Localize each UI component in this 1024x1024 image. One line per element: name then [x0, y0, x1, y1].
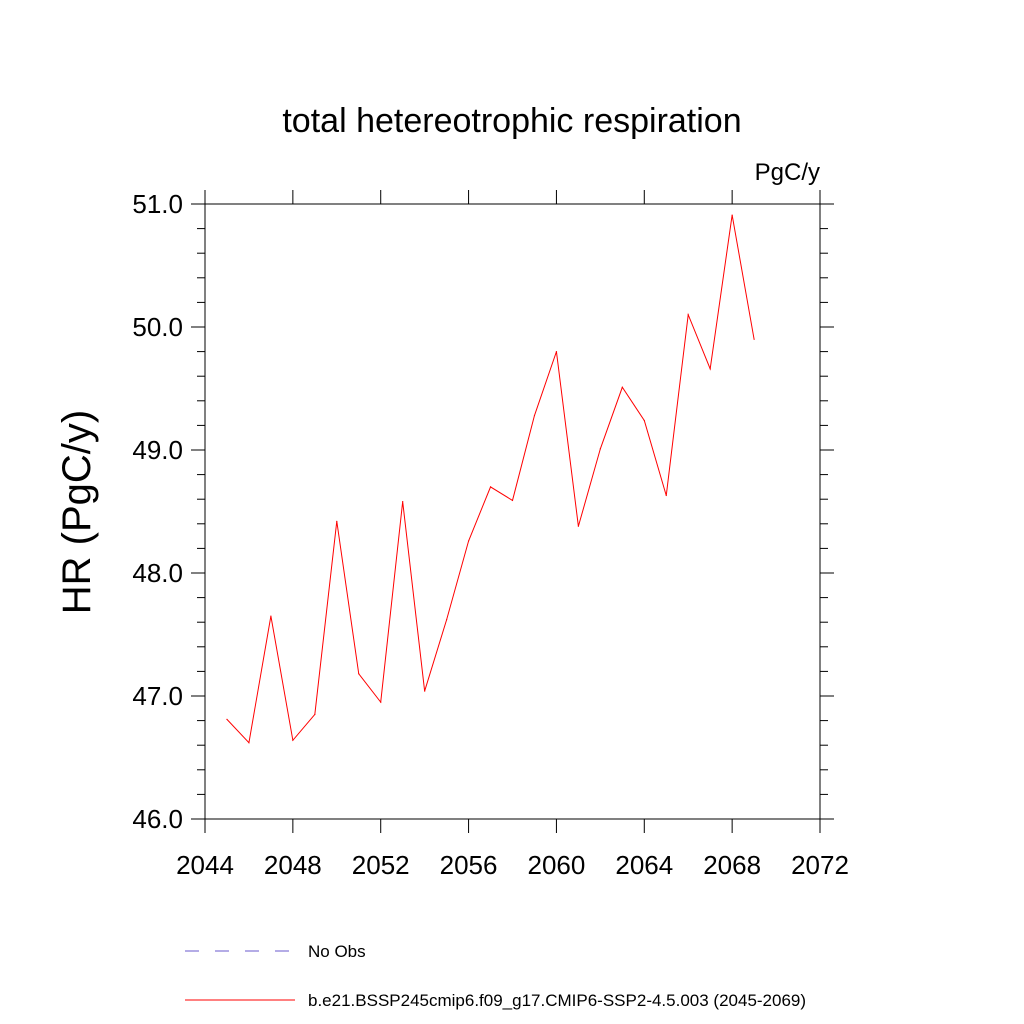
data-point: [380, 701, 382, 703]
units-label: PgC/y: [755, 159, 820, 186]
legend: No Obs b.e21.BSSP245cmip6.f09_g17.CMIP6-S…: [185, 942, 806, 1010]
data-point: [226, 718, 228, 720]
y-tick-label: 46.0: [132, 804, 183, 834]
x-tick-label: 2068: [703, 850, 761, 880]
x-tick-label: 2044: [176, 850, 234, 880]
y-tick-label: 49.0: [132, 435, 183, 465]
data-point: [358, 673, 360, 675]
y-tick-label: 47.0: [132, 681, 183, 711]
data-point: [489, 486, 492, 488]
plot-frame: [204, 203, 821, 820]
data-point: [621, 386, 623, 388]
data-point: [467, 540, 470, 542]
series-line: [226, 214, 755, 744]
data-point: [248, 742, 250, 744]
data-point: [424, 690, 426, 692]
data-point: [753, 338, 755, 340]
data-point: [446, 619, 448, 621]
y-axis-label: HR (PgC/y): [55, 410, 99, 614]
data-point: [731, 214, 733, 216]
data-point: [533, 414, 536, 417]
x-tick-label: 2048: [264, 850, 322, 880]
series-layer: [226, 214, 755, 744]
x-tick-label: 2056: [440, 850, 498, 880]
x-tick-label: 2064: [615, 850, 673, 880]
data-point: [270, 615, 272, 617]
axes: 2044 2048 2052 2056 2060 2064 2068 2072 46.0 47.0…: [132, 189, 849, 880]
y-tick-label: 51.0: [132, 189, 183, 219]
legend-label: No Obs: [308, 942, 366, 961]
x-tick-label: 2060: [528, 850, 586, 880]
data-point: [709, 368, 711, 370]
y-tick-label: 48.0: [132, 558, 183, 588]
legend-label: b.e21.BSSP245cmip6.f09_g17.CMIP6-SSP2-4.…: [308, 991, 806, 1010]
x-tick-label: 2052: [352, 850, 410, 880]
data-point: [402, 501, 404, 503]
data-point: [511, 499, 514, 502]
data-point: [336, 520, 338, 522]
chart-title: total hetereotrophic respiration: [282, 102, 741, 140]
data-point: [643, 419, 645, 422]
x-tick-label: 2072: [791, 850, 849, 880]
data-point: [314, 713, 316, 716]
data-point: [577, 525, 579, 527]
y-tick-label: 50.0: [132, 312, 183, 342]
data-point: [292, 739, 294, 741]
data-point: [599, 448, 601, 450]
data-point: [555, 351, 558, 353]
data-point: [665, 494, 667, 497]
data-point: [687, 314, 689, 316]
